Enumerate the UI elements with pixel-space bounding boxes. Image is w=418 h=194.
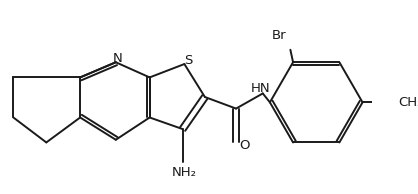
Text: HN: HN xyxy=(251,82,271,95)
Text: NH₂: NH₂ xyxy=(172,166,197,179)
Text: O: O xyxy=(240,139,250,152)
Text: S: S xyxy=(184,54,192,67)
Text: CH₃: CH₃ xyxy=(398,96,418,109)
Text: Br: Br xyxy=(272,29,286,42)
Text: N: N xyxy=(113,52,122,65)
